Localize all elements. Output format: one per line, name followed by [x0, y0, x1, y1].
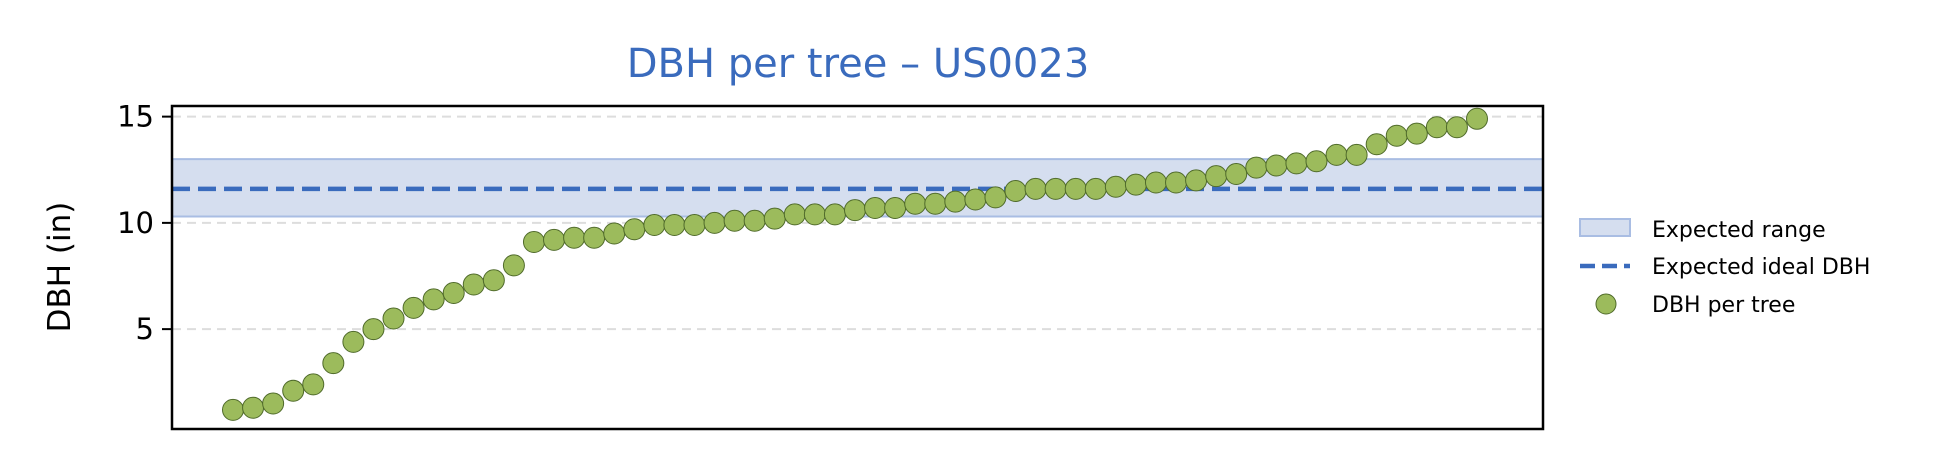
dbh-point [442, 282, 465, 304]
dbh-point [1385, 124, 1408, 147]
dbh-point [723, 209, 746, 232]
y-tick-label: 15 [117, 100, 154, 134]
dbh-point [844, 199, 866, 222]
dbh-point [543, 228, 566, 251]
dbh-point [482, 269, 505, 292]
dbh-point [282, 379, 305, 402]
dbh-point [262, 392, 285, 415]
dbh-point [1285, 152, 1308, 175]
plot-frame [170, 104, 1545, 431]
dbh-point [743, 209, 766, 232]
dbh-point [1445, 116, 1468, 139]
chart-title: DBH per tree – US0023 [627, 41, 1090, 87]
dbh-point [944, 190, 967, 213]
dbh-point [1185, 169, 1208, 192]
dbh-point [1305, 150, 1328, 173]
dbh-point [422, 288, 445, 311]
legend-label-ideal: Expected ideal DBH [1652, 255, 1870, 280]
dbh-point [1004, 180, 1027, 202]
dbh-point [502, 254, 525, 277]
dbh-point [342, 330, 365, 353]
dbh-point [1265, 154, 1288, 177]
dbh-point [1325, 143, 1348, 166]
dbh-point [1425, 116, 1448, 139]
legend-label-point: DBH per tree [1652, 293, 1795, 318]
y-axis-label: DBH (in) [42, 202, 78, 333]
y-tick-label: 10 [117, 206, 154, 240]
dbh-point [583, 226, 606, 249]
dbh-point [402, 296, 425, 319]
dbh-point [603, 222, 626, 245]
dbh-point [623, 218, 646, 241]
dbh-point [1124, 173, 1147, 196]
dbh-point [322, 352, 345, 375]
dbh-point [522, 231, 545, 253]
dbh-point [462, 273, 485, 296]
dbh-point [1144, 171, 1167, 194]
dbh-point [1024, 177, 1047, 200]
dbh-point [1405, 122, 1428, 145]
dbh-point [964, 188, 987, 211]
dbh-point [904, 192, 927, 215]
dbh-point [1044, 177, 1067, 200]
dbh-point [1205, 165, 1228, 188]
dbh-point [763, 207, 786, 230]
dbh-point [1345, 143, 1368, 166]
legend-label-range: Expected range [1652, 218, 1826, 243]
dbh-point [864, 197, 887, 219]
legend: Expected range Expected ideal DBH DBH pe… [1579, 218, 1870, 318]
dbh-point [1466, 107, 1488, 130]
dbh-point [1245, 156, 1268, 179]
dbh-point [1365, 133, 1388, 156]
dbh-point [382, 307, 405, 330]
dbh-point [1084, 177, 1107, 200]
dbh-point [1104, 175, 1127, 198]
dbh-point [1165, 171, 1188, 194]
y-tick-label: 5 [136, 312, 154, 346]
dbh-point [1064, 177, 1087, 200]
dbh-point [783, 203, 806, 226]
dbh-point [703, 211, 726, 234]
dbh-point [984, 186, 1007, 209]
dbh-point [823, 203, 846, 226]
dbh-point [563, 226, 586, 249]
dbh-points [222, 107, 1488, 421]
y-axis-ticks: 5 10 15 [117, 100, 172, 346]
dbh-point [242, 396, 265, 419]
dbh-point [683, 214, 706, 236]
legend-swatch-range [1579, 218, 1631, 237]
legend-swatch-point [1595, 293, 1617, 315]
dbh-point [663, 214, 686, 236]
dbh-point [1225, 163, 1248, 185]
dbh-point [924, 192, 947, 215]
dbh-point [643, 214, 666, 236]
dbh-point [302, 373, 325, 396]
dbh-point [884, 197, 907, 219]
dbh-point [362, 318, 385, 341]
dbh-point [222, 398, 244, 421]
dbh-point [803, 203, 826, 226]
gridlines [172, 115, 1543, 331]
